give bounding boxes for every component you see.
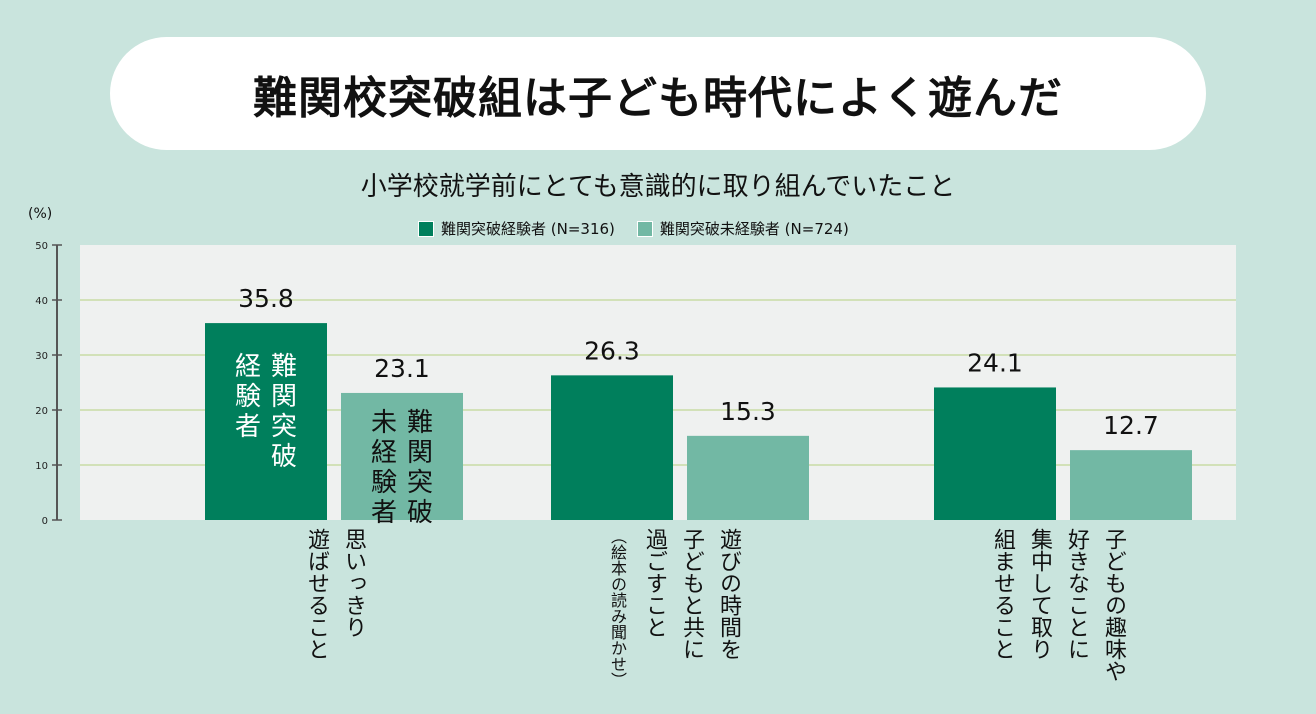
y-tick-label: 10 <box>35 461 48 472</box>
legend-label: 難関突破未経験者 (N=724) <box>659 220 849 238</box>
bar-inner-label: 経 <box>235 352 261 382</box>
legend-swatch <box>636 220 653 237</box>
chart-title: 難関校突破組は子ども時代によく遊んだ <box>110 37 1206 150</box>
bar-inner-label: 関 <box>271 382 297 412</box>
category-label: 遊びの時間を 子どもと共に 過ごすこと （絵本の読み聞かせ） <box>608 528 741 688</box>
legend-item-inexperienced: 難関突破未経験者 (N=724) <box>636 218 849 239</box>
bar-inner-label: 者 <box>371 498 397 528</box>
bar-inner-label: 突 <box>271 412 297 442</box>
bar-inner-label: 未 <box>371 408 397 438</box>
data-label: 35.8 <box>238 284 294 313</box>
category-label: 子どもの趣味や 好きなことに 集中して取り 組ませること <box>990 528 1126 682</box>
bar <box>341 392 463 520</box>
category-label: 思いっきり 遊ばせること <box>304 528 366 660</box>
bar-inner-label: 難 <box>407 408 433 438</box>
legend: 難関突破経験者 (N=316) 難関突破未経験者 (N=724) <box>418 218 849 239</box>
bar-inner-label: 者 <box>235 412 261 442</box>
bar <box>687 435 809 520</box>
bar-inner-label: 破 <box>271 442 297 472</box>
bar-inner-label: 験 <box>235 382 261 412</box>
bar-inner-label: 突 <box>407 468 433 498</box>
bar-inner-label: 関 <box>407 438 433 468</box>
bar <box>1070 450 1192 520</box>
y-tick-label: 0 <box>42 516 48 527</box>
legend-item-experienced: 難関突破経験者 (N=316) <box>418 218 615 239</box>
y-axis-unit: (%) <box>28 206 53 222</box>
y-tick-label: 40 <box>35 296 48 307</box>
bar <box>934 387 1056 520</box>
data-label: 15.3 <box>720 397 776 426</box>
data-label: 23.1 <box>374 354 430 383</box>
bar-inner-label: 破 <box>407 498 433 528</box>
y-tick-label: 20 <box>35 406 48 417</box>
bar <box>205 323 327 520</box>
data-label: 26.3 <box>584 336 640 365</box>
chart-subtitle: 小学校就学前にとても意識的に取り組んでいたこと <box>360 172 956 202</box>
category-note: （絵本の読み聞かせ） <box>608 528 627 688</box>
bar-inner-label: 験 <box>371 468 397 498</box>
bar <box>551 375 673 520</box>
data-label: 24.1 <box>967 348 1023 377</box>
y-tick-label: 50 <box>35 241 48 252</box>
legend-label: 難関突破経験者 (N=316) <box>441 220 615 238</box>
bar-inner-label: 難 <box>271 352 297 382</box>
bar-inner-label: 経 <box>371 438 397 468</box>
y-tick-label: 30 <box>35 351 48 362</box>
legend-swatch <box>418 220 434 237</box>
data-label: 12.7 <box>1103 411 1159 440</box>
